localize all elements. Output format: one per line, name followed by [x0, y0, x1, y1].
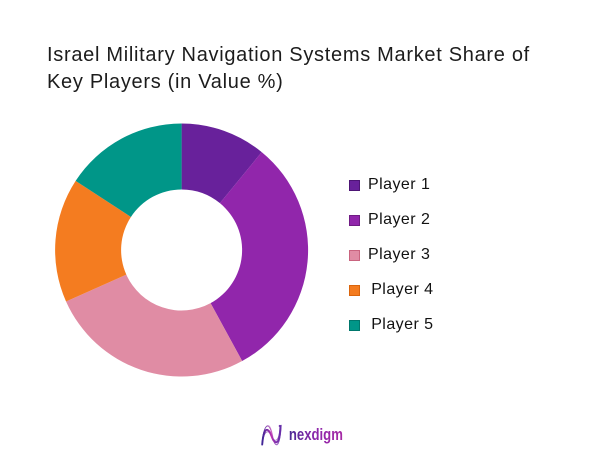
svg-text:nexdigm: nexdigm [289, 426, 343, 444]
